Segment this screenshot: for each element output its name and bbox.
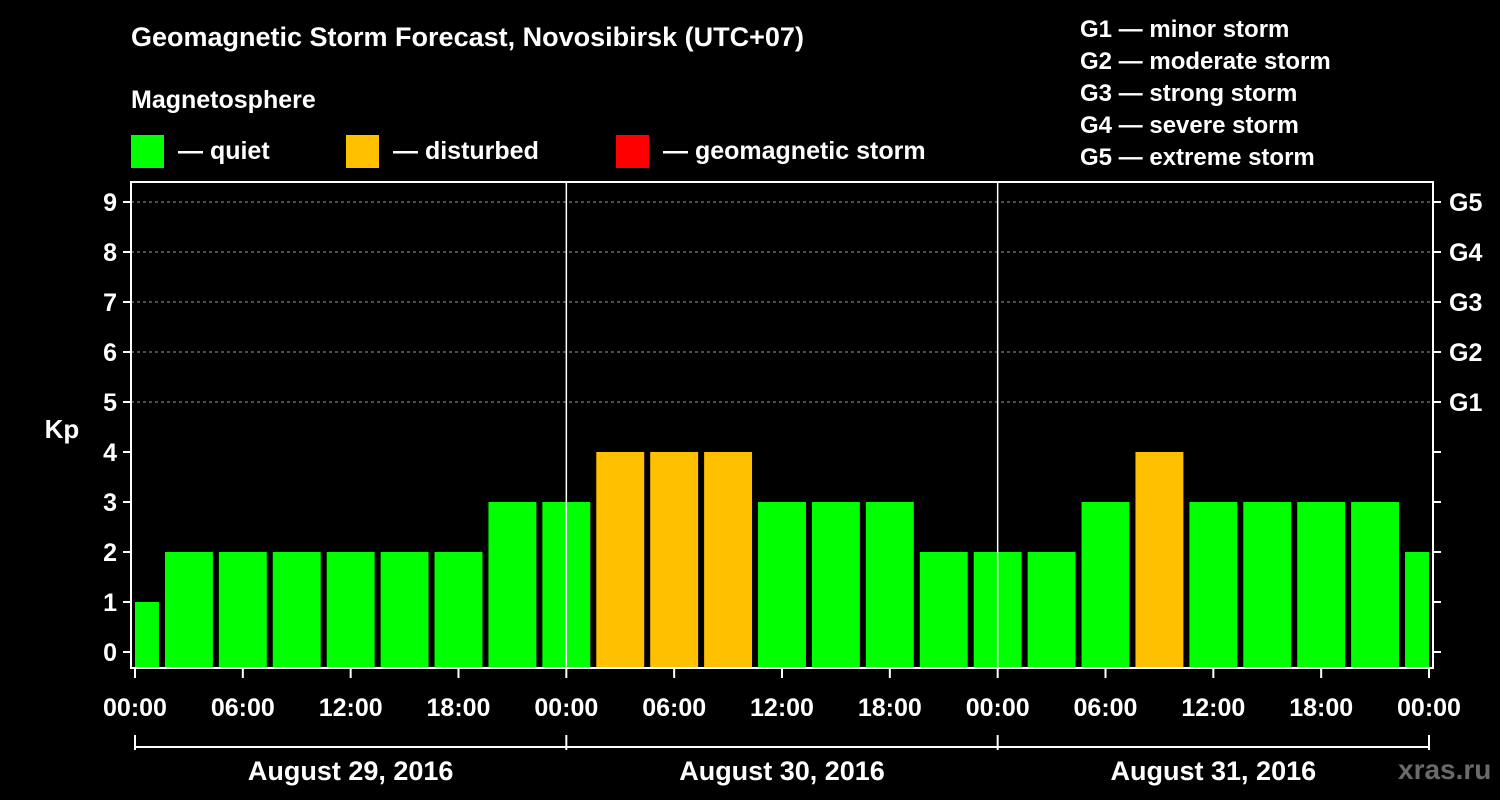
x-tick-label: 06:00: [1074, 694, 1138, 722]
y-tick-label: 4: [103, 439, 117, 467]
kp-bar: [434, 552, 483, 668]
y-tick-label: 2: [103, 539, 117, 567]
x-tick-label: 18:00: [858, 694, 922, 722]
y-tick-label: 6: [103, 339, 117, 367]
g-scale-item: G1 — minor storm: [1080, 16, 1290, 43]
x-tick-label: 00:00: [103, 694, 167, 722]
watermark: xras.ru: [1398, 754, 1492, 785]
kp-bar: [758, 502, 806, 668]
g-scale-item: G3 — strong storm: [1080, 80, 1298, 107]
date-label: August 29, 2016: [248, 756, 454, 786]
kp-bar: [1405, 552, 1429, 668]
legend-disturbed: — disturbed: [346, 134, 539, 168]
x-tick-label: 00:00: [534, 694, 598, 722]
y-tick-label: 1: [103, 589, 117, 617]
chart-title: Geomagnetic Storm Forecast, Novosibirsk …: [131, 22, 804, 52]
kp-bar: [1189, 502, 1238, 668]
y-axis-label: Kp: [45, 414, 80, 444]
magnetosphere-label: Magnetosphere: [131, 86, 316, 114]
g-scale-legend: G1 — minor storm G2 — moderate storm G3 …: [1080, 14, 1331, 174]
kp-bar: [596, 452, 645, 668]
date-label: August 30, 2016: [679, 756, 885, 786]
kp-bar: [1081, 502, 1130, 668]
kp-bar: [164, 552, 213, 668]
legend-storm: — geomagnetic storm: [616, 134, 926, 168]
kp-bar: [218, 552, 267, 668]
legend-disturbed-label: — disturbed: [393, 136, 539, 165]
y-tick-label: 5: [103, 389, 117, 417]
kp-bar: [650, 452, 699, 668]
g-level-label: G1: [1449, 389, 1482, 417]
x-tick-label: 00:00: [1397, 694, 1461, 722]
kp-bar: [704, 452, 753, 668]
kp-bar: [1351, 502, 1400, 668]
kp-bar: [1243, 502, 1292, 668]
kp-bar: [811, 502, 860, 668]
x-tick-label: 12:00: [1181, 694, 1245, 722]
kp-bar: [1027, 552, 1076, 668]
g-scale-item: G2 — moderate storm: [1080, 48, 1331, 75]
x-tick-label: 12:00: [319, 694, 383, 722]
x-tick-label: 18:00: [1289, 694, 1353, 722]
x-tick-label: 06:00: [642, 694, 706, 722]
kp-bar: [1297, 502, 1346, 668]
kp-bar: [1135, 452, 1184, 668]
x-tick-label: 18:00: [427, 694, 491, 722]
g-scale-item: G4 — severe storm: [1080, 112, 1299, 139]
kp-bar: [919, 552, 968, 668]
date-label: August 31, 2016: [1111, 756, 1317, 786]
kp-bar: [272, 552, 321, 668]
legend-disturbed-swatch: [346, 134, 379, 168]
kp-bar: [326, 552, 375, 668]
y-tick-label: 9: [103, 189, 117, 217]
g-level-label: G4: [1449, 239, 1482, 267]
x-tick-label: 12:00: [750, 694, 814, 722]
legend-storm-label: — geomagnetic storm: [663, 136, 926, 165]
g-level-label: G2: [1449, 339, 1482, 367]
legend-storm-swatch: [616, 134, 649, 168]
kp-bar: [488, 502, 537, 668]
g-scale-item: G5 — extreme storm: [1080, 144, 1315, 171]
g-level-label: G5: [1449, 189, 1482, 217]
legend-quiet-label: — quiet: [178, 136, 270, 165]
kp-bar: [135, 602, 159, 668]
legend-quiet-swatch: [131, 134, 164, 168]
x-tick-label: 06:00: [211, 694, 275, 722]
y-tick-label: 8: [103, 239, 117, 267]
kp-bar: [865, 502, 914, 668]
legend-quiet: — quiet: [131, 134, 270, 168]
x-tick-label: 00:00: [966, 694, 1030, 722]
y-tick-label: 3: [103, 489, 117, 517]
y-tick-label: 0: [103, 639, 117, 667]
y-tick-label: 7: [103, 289, 117, 317]
kp-bar: [380, 552, 429, 668]
g-level-label: G3: [1449, 289, 1482, 317]
